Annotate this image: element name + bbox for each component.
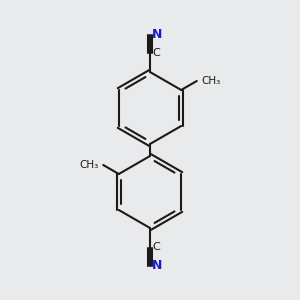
Text: CH₃: CH₃: [202, 76, 221, 86]
Text: N: N: [152, 259, 162, 272]
Text: N: N: [152, 28, 162, 41]
Text: CH₃: CH₃: [79, 160, 98, 170]
Text: C: C: [153, 47, 160, 58]
Text: C: C: [153, 242, 160, 253]
